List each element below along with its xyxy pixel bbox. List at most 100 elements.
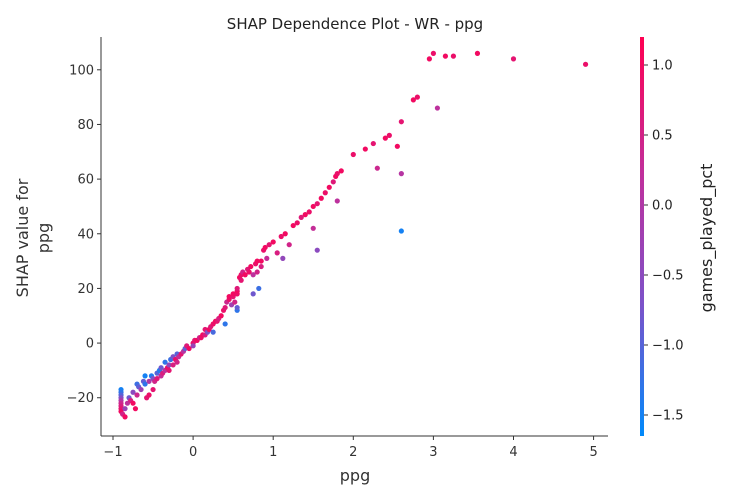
data-point — [256, 285, 262, 292]
data-point — [248, 263, 254, 270]
data-point — [582, 61, 589, 67]
data-point — [322, 190, 328, 196]
data-point — [230, 291, 236, 297]
data-point — [314, 201, 320, 207]
data-point — [410, 97, 416, 103]
data-point — [434, 105, 440, 111]
data-point — [310, 203, 316, 210]
data-point — [394, 143, 400, 149]
data-point — [146, 378, 152, 384]
data-point — [130, 400, 136, 406]
data-point — [430, 50, 436, 56]
data-point — [398, 119, 404, 125]
data-point — [282, 231, 288, 237]
colorbar-title: games_played_pct — [697, 164, 717, 313]
data-point — [122, 406, 128, 412]
data-point — [238, 277, 244, 283]
data-point — [290, 222, 296, 229]
data-point — [170, 362, 176, 368]
data-point — [222, 304, 228, 311]
data-point — [334, 198, 340, 204]
colorbar-tick-label: 1.0 — [652, 59, 673, 74]
data-point — [510, 56, 517, 62]
data-point — [266, 242, 272, 248]
colorbar-tick-label: −1.5 — [652, 409, 684, 424]
data-point — [278, 233, 284, 240]
x-tick-label: 2 — [349, 445, 357, 460]
data-point — [250, 291, 256, 297]
x-tick-label: 5 — [589, 445, 597, 460]
x-tick-label: 0 — [189, 445, 197, 460]
data-point — [262, 244, 268, 251]
data-point — [246, 269, 252, 275]
data-point — [334, 171, 340, 177]
data-point — [242, 272, 248, 278]
y-tick-label: −20 — [67, 391, 94, 406]
data-point — [232, 299, 238, 305]
data-point — [398, 228, 404, 234]
data-point — [186, 345, 192, 352]
y-tick-label: 0 — [86, 337, 94, 352]
data-point — [310, 225, 316, 231]
data-point — [250, 272, 256, 278]
data-point — [122, 414, 128, 420]
y-tick-label: 40 — [77, 227, 94, 242]
data-point — [130, 389, 136, 395]
data-point — [190, 343, 196, 349]
colorbar-ticks: 1.0 0.5 0.0 −0.5 −1.0 −1.5 — [644, 59, 684, 424]
data-point — [294, 220, 300, 226]
data-point — [330, 179, 336, 185]
data-point — [158, 365, 164, 371]
data-point — [222, 321, 228, 327]
data-point — [150, 386, 156, 393]
data-point — [326, 184, 332, 190]
data-point — [270, 239, 276, 245]
data-point — [350, 151, 356, 158]
data-point — [382, 135, 388, 141]
data-point — [258, 258, 264, 264]
data-point — [234, 304, 240, 311]
data-point — [254, 258, 260, 264]
data-point — [218, 313, 224, 319]
data-point — [414, 94, 420, 100]
data-point — [280, 255, 286, 261]
points-layer — [118, 50, 589, 420]
x-tick-label: −1 — [103, 445, 122, 460]
data-point — [442, 53, 449, 59]
data-point — [298, 214, 304, 220]
colorbar-tick-label: −1.0 — [652, 339, 684, 354]
data-point — [234, 285, 240, 292]
data-point — [142, 373, 148, 379]
y-tick-label: 60 — [77, 173, 94, 188]
data-point — [154, 376, 160, 382]
colorbar-tick-label: 0.5 — [652, 129, 673, 144]
colorbar — [640, 37, 644, 436]
y-tick-label: 20 — [77, 282, 94, 297]
data-point — [274, 250, 280, 256]
data-point — [474, 50, 481, 56]
data-point — [306, 209, 312, 215]
x-tick-label: 4 — [509, 445, 517, 460]
y-tick-label: 80 — [77, 118, 94, 133]
data-point — [398, 171, 404, 177]
data-point — [174, 359, 180, 365]
y-axis-title-line-2: ppg — [34, 223, 53, 253]
colorbar-tick-label: −0.5 — [652, 269, 684, 284]
data-point — [314, 247, 320, 253]
data-point — [450, 53, 457, 59]
data-point — [386, 132, 392, 138]
data-point — [134, 392, 140, 398]
chart-title: SHAP Dependence Plot - WR - ppg — [227, 15, 483, 33]
colorbar-tick-label: 0.0 — [652, 199, 673, 214]
data-point — [132, 406, 139, 412]
data-point — [210, 329, 216, 335]
data-point — [226, 294, 232, 300]
y-tick-label: 100 — [69, 63, 94, 78]
data-point — [166, 362, 172, 368]
data-point — [362, 146, 368, 152]
data-point — [142, 381, 148, 387]
data-point — [370, 140, 376, 147]
data-point — [338, 168, 344, 174]
x-axis-title: ppg — [340, 466, 370, 485]
data-point — [264, 255, 270, 261]
